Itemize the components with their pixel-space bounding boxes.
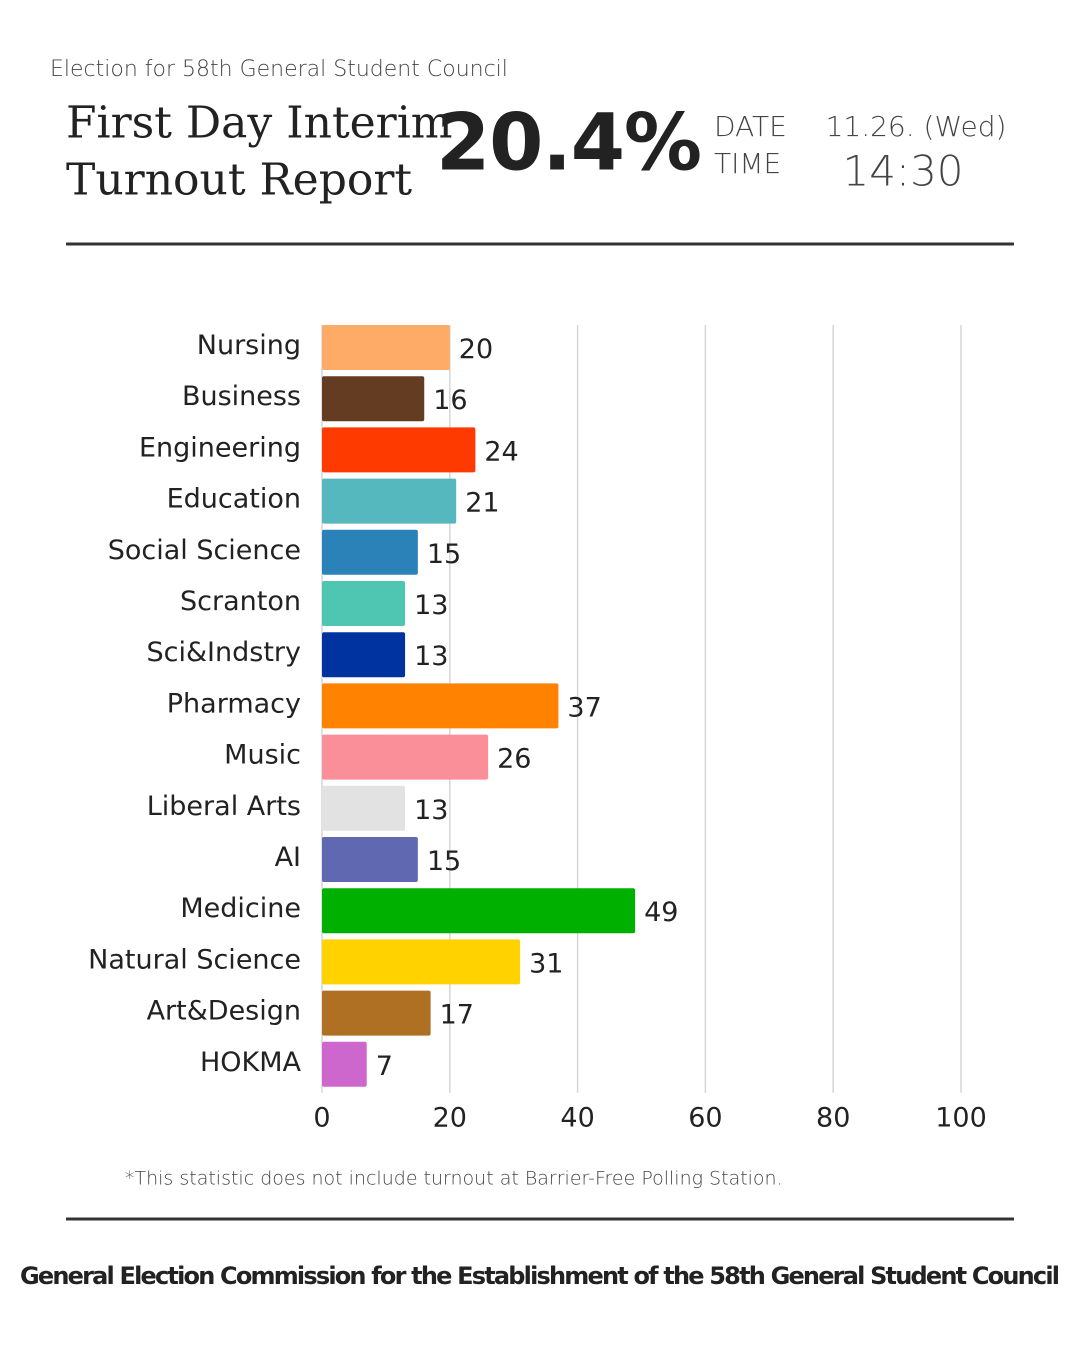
bar — [322, 529, 418, 575]
value-label: 26 — [497, 744, 531, 775]
value-label: 13 — [414, 590, 448, 621]
category-label: Natural Science — [88, 944, 301, 975]
subtitle: Election for 58th General Student Counci… — [50, 57, 508, 82]
value-label: 49 — [644, 897, 678, 928]
bar — [322, 581, 406, 626]
value-label: 16 — [433, 385, 467, 416]
category-label: Art&Design — [147, 996, 301, 1027]
bar — [322, 632, 406, 678]
value-label: 15 — [427, 846, 461, 877]
x-tick-label: 80 — [816, 1102, 850, 1133]
bar — [322, 939, 521, 985]
value-label: 15 — [427, 539, 461, 570]
category-label: HOKMA — [200, 1047, 302, 1078]
bar — [322, 325, 450, 370]
category-label: Pharmacy — [167, 688, 301, 719]
turnout: 20.4% — [436, 98, 702, 188]
bar — [322, 990, 431, 1036]
category-label: Education — [167, 484, 301, 515]
category-label: Scranton — [180, 586, 301, 617]
bar — [322, 376, 425, 422]
title: Turnout Report — [66, 155, 412, 206]
footnote: *This statistic does not include turnout… — [125, 1168, 783, 1190]
title: First Day Interim — [66, 98, 453, 149]
bar — [322, 785, 406, 831]
category-label: Music — [224, 740, 301, 771]
bar — [322, 888, 636, 934]
category-label: Business — [182, 381, 301, 412]
bar — [322, 734, 489, 780]
footer: General Election Commission for the Esta… — [20, 1262, 1060, 1290]
x-tick-label: 60 — [688, 1102, 722, 1133]
value-label: 13 — [414, 795, 448, 826]
category-label: Liberal Arts — [147, 791, 301, 822]
value-label: 17 — [440, 1000, 474, 1031]
time: 14:30 — [842, 147, 963, 196]
date: 11.26. (Wed) — [826, 110, 1007, 143]
x-tick-label: 100 — [935, 1102, 987, 1133]
bar — [322, 683, 559, 729]
bar — [322, 837, 418, 882]
value-label: 37 — [567, 692, 601, 723]
x-tick-label: 0 — [313, 1102, 330, 1133]
value-label: 24 — [484, 436, 518, 467]
bar — [322, 478, 457, 524]
bar — [322, 427, 476, 473]
value-label: 20 — [459, 334, 493, 365]
category-label: Sci&Indstry — [147, 637, 302, 668]
value-label: 13 — [414, 641, 448, 672]
category-label: Medicine — [180, 893, 301, 924]
value-label: 31 — [529, 948, 563, 979]
bar — [322, 1041, 367, 1087]
category-label: Nursing — [197, 330, 301, 361]
category-label: AI — [275, 842, 301, 873]
value-label: 7 — [376, 1051, 393, 1082]
date-label: DATE — [714, 110, 787, 143]
x-tick-label: 20 — [433, 1102, 467, 1133]
chart: 0 20 40 60 80 100 Nursing 20 Business 16 Engineeri… — [88, 325, 987, 1133]
time-label: TIME — [714, 147, 781, 180]
x-tick-label: 40 — [560, 1102, 594, 1133]
category-label: Social Science — [108, 535, 301, 566]
value-label: 21 — [465, 488, 499, 519]
category-label: Engineering — [139, 432, 301, 463]
